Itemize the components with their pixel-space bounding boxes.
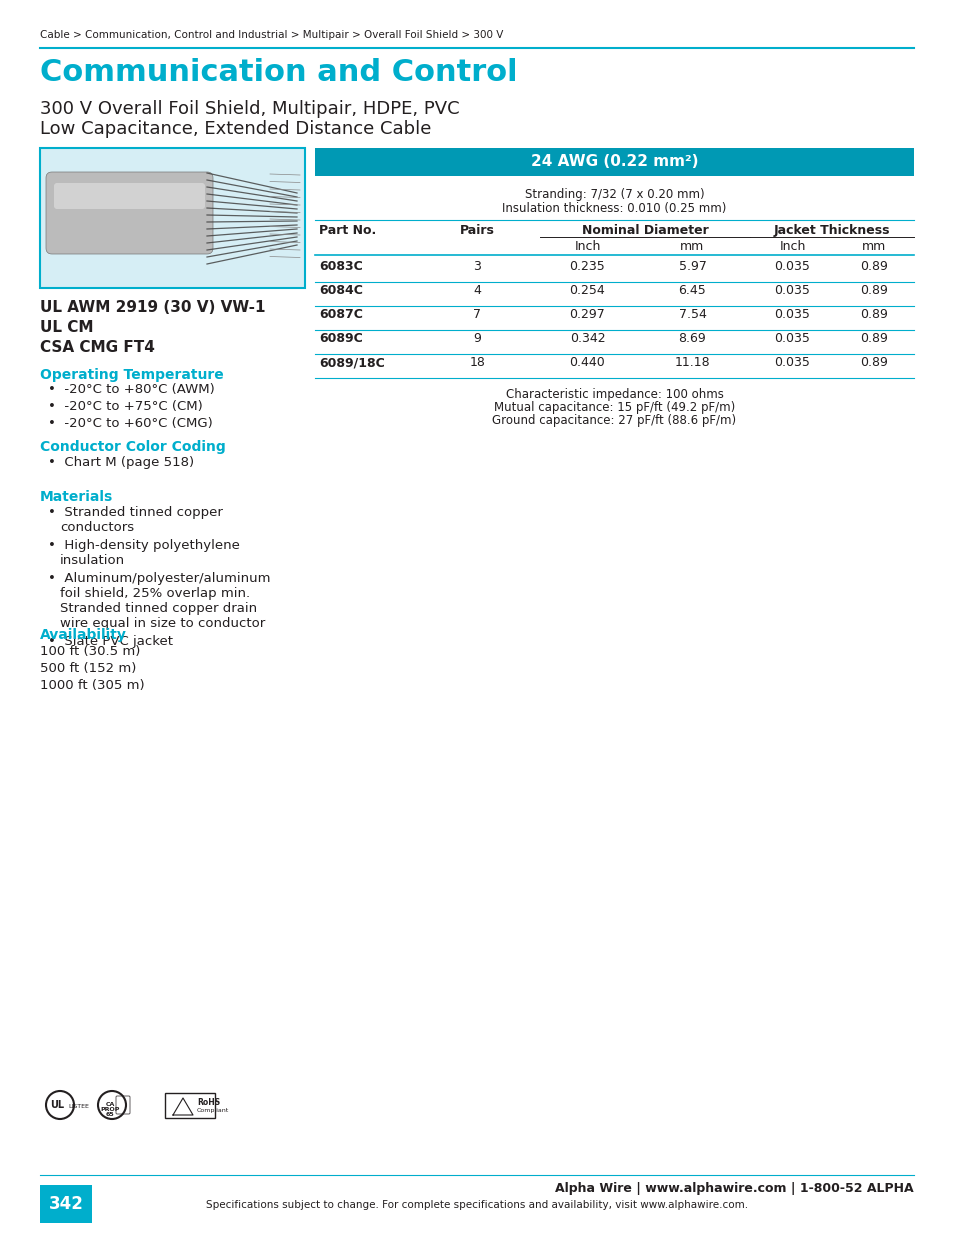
Text: 4: 4 bbox=[473, 284, 481, 296]
Text: Alpha Wire | www.alphawire.com | 1-800-52 ALPHA: Alpha Wire | www.alphawire.com | 1-800-5… bbox=[555, 1182, 913, 1195]
Bar bbox=[314, 148, 913, 177]
Text: •  Chart M (page 518): • Chart M (page 518) bbox=[48, 456, 193, 469]
Bar bbox=[40, 148, 305, 288]
Text: wire equal in size to conductor: wire equal in size to conductor bbox=[60, 618, 265, 630]
Text: RoHS: RoHS bbox=[196, 1098, 220, 1107]
Text: foil shield, 25% overlap min.: foil shield, 25% overlap min. bbox=[60, 587, 250, 600]
Text: 11.18: 11.18 bbox=[674, 356, 710, 369]
Text: •  Aluminum/polyester/aluminum: • Aluminum/polyester/aluminum bbox=[48, 572, 271, 585]
Text: CA: CA bbox=[105, 1102, 114, 1107]
Text: Mutual capacitance: 15 pF/ft (49.2 pF/m): Mutual capacitance: 15 pF/ft (49.2 pF/m) bbox=[494, 401, 735, 414]
Text: UL: UL bbox=[50, 1100, 64, 1110]
Text: 8.69: 8.69 bbox=[678, 332, 705, 345]
Text: Insulation thickness: 0.010 (0.25 mm): Insulation thickness: 0.010 (0.25 mm) bbox=[502, 203, 726, 215]
FancyBboxPatch shape bbox=[54, 183, 205, 209]
Text: 6087C: 6087C bbox=[318, 308, 362, 321]
Text: •  Slate PVC jacket: • Slate PVC jacket bbox=[48, 635, 172, 648]
Text: 7: 7 bbox=[473, 308, 481, 321]
Text: 1000 ft (305 m): 1000 ft (305 m) bbox=[40, 679, 145, 692]
Text: PROP: PROP bbox=[100, 1107, 119, 1112]
Text: LISTEE: LISTEE bbox=[68, 1104, 89, 1109]
Text: 7.54: 7.54 bbox=[678, 308, 706, 321]
Text: 6084C: 6084C bbox=[318, 284, 362, 296]
Text: Materials: Materials bbox=[40, 490, 113, 504]
Text: UL AWM 2919 (30 V) VW-1: UL AWM 2919 (30 V) VW-1 bbox=[40, 300, 265, 315]
Text: Conductor Color Coding: Conductor Color Coding bbox=[40, 440, 226, 454]
Text: mm: mm bbox=[679, 240, 704, 253]
Text: 65: 65 bbox=[106, 1112, 114, 1116]
Text: Inch: Inch bbox=[574, 240, 600, 253]
Text: •  -20°C to +75°C (CM): • -20°C to +75°C (CM) bbox=[48, 400, 203, 412]
Text: 0.297: 0.297 bbox=[569, 308, 605, 321]
Text: Nominal Diameter: Nominal Diameter bbox=[581, 224, 708, 237]
Text: 0.035: 0.035 bbox=[774, 332, 810, 345]
Text: CSA CMG FT4: CSA CMG FT4 bbox=[40, 340, 154, 354]
Text: 6.45: 6.45 bbox=[678, 284, 705, 296]
Text: •  Stranded tinned copper: • Stranded tinned copper bbox=[48, 506, 223, 519]
Text: 500 ft (152 m): 500 ft (152 m) bbox=[40, 662, 136, 676]
Text: 9: 9 bbox=[473, 332, 481, 345]
Text: 0.89: 0.89 bbox=[860, 261, 887, 273]
Text: 6089/18C: 6089/18C bbox=[318, 356, 384, 369]
Text: insulation: insulation bbox=[60, 555, 125, 567]
Text: 6089C: 6089C bbox=[318, 332, 362, 345]
Text: 24 AWG (0.22 mm²): 24 AWG (0.22 mm²) bbox=[530, 154, 698, 169]
Text: •  -20°C to +60°C (CMG): • -20°C to +60°C (CMG) bbox=[48, 417, 213, 430]
Text: Jacket Thickness: Jacket Thickness bbox=[773, 224, 889, 237]
Text: Cable > Communication, Control and Industrial > Multipair > Overall Foil Shield : Cable > Communication, Control and Indus… bbox=[40, 30, 503, 40]
Text: 0.235: 0.235 bbox=[569, 261, 605, 273]
Text: 0.440: 0.440 bbox=[569, 356, 605, 369]
Text: Availability: Availability bbox=[40, 629, 127, 642]
Text: 0.89: 0.89 bbox=[860, 332, 887, 345]
Text: UL CM: UL CM bbox=[40, 320, 93, 335]
Text: Stranded tinned copper drain: Stranded tinned copper drain bbox=[60, 601, 257, 615]
Text: 5.97: 5.97 bbox=[678, 261, 706, 273]
FancyBboxPatch shape bbox=[46, 172, 213, 254]
Text: 0.89: 0.89 bbox=[860, 356, 887, 369]
Text: 0.254: 0.254 bbox=[569, 284, 605, 296]
Text: 0.89: 0.89 bbox=[860, 284, 887, 296]
Text: 0.035: 0.035 bbox=[774, 308, 810, 321]
Text: 0.035: 0.035 bbox=[774, 284, 810, 296]
Text: Part No.: Part No. bbox=[318, 224, 375, 237]
Text: Compliant: Compliant bbox=[196, 1108, 229, 1113]
Text: 0.342: 0.342 bbox=[569, 332, 604, 345]
Text: mm: mm bbox=[862, 240, 885, 253]
Text: 342: 342 bbox=[49, 1195, 83, 1213]
Text: 0.035: 0.035 bbox=[774, 356, 810, 369]
Text: Stranding: 7/32 (7 x 0.20 mm): Stranding: 7/32 (7 x 0.20 mm) bbox=[524, 188, 703, 201]
Text: Inch: Inch bbox=[779, 240, 805, 253]
Text: Specifications subject to change. For complete specifications and availability, : Specifications subject to change. For co… bbox=[206, 1200, 747, 1210]
Text: conductors: conductors bbox=[60, 521, 134, 534]
Text: Ground capacitance: 27 pF/ft (88.6 pF/m): Ground capacitance: 27 pF/ft (88.6 pF/m) bbox=[492, 414, 736, 427]
Text: 0.89: 0.89 bbox=[860, 308, 887, 321]
Text: 3: 3 bbox=[473, 261, 481, 273]
Bar bbox=[40, 1186, 91, 1223]
Text: •  High-density polyethylene: • High-density polyethylene bbox=[48, 538, 239, 552]
Text: •  -20°C to +80°C (AWM): • -20°C to +80°C (AWM) bbox=[48, 383, 214, 396]
Text: 18: 18 bbox=[469, 356, 485, 369]
Text: 6083C: 6083C bbox=[318, 261, 362, 273]
Text: 300 V Overall Foil Shield, Multipair, HDPE, PVC: 300 V Overall Foil Shield, Multipair, HD… bbox=[40, 100, 459, 119]
Text: Operating Temperature: Operating Temperature bbox=[40, 368, 224, 382]
Text: 100 ft (30.5 m): 100 ft (30.5 m) bbox=[40, 645, 140, 658]
Text: Pairs: Pairs bbox=[459, 224, 495, 237]
Text: 0.035: 0.035 bbox=[774, 261, 810, 273]
Text: Communication and Control: Communication and Control bbox=[40, 58, 517, 86]
Text: Characteristic impedance: 100 ohms: Characteristic impedance: 100 ohms bbox=[505, 388, 722, 401]
Text: Low Capacitance, Extended Distance Cable: Low Capacitance, Extended Distance Cable bbox=[40, 120, 431, 138]
